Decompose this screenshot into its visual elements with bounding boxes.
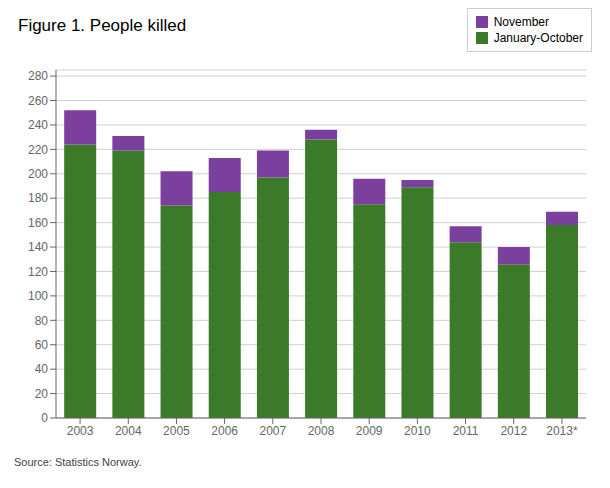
svg-text:2003: 2003 [67, 424, 94, 438]
svg-text:280: 280 [28, 69, 48, 83]
html-text:January-October: January-October [493, 31, 583, 45]
svg-text:2012: 2012 [500, 424, 527, 438]
svg-text:220: 220 [28, 143, 48, 157]
svg-text:2004: 2004 [115, 424, 142, 438]
svg-text:40: 40 [35, 362, 49, 376]
svg-text:140: 140 [28, 240, 48, 254]
svg-text:2011: 2011 [453, 424, 479, 438]
svg-text:2005: 2005 [163, 424, 190, 438]
svg-text:240: 240 [28, 118, 48, 132]
svg-text:160: 160 [28, 216, 48, 230]
svg-text:0: 0 [41, 411, 48, 425]
svg-text:2007: 2007 [259, 424, 286, 438]
svg-text:2006: 2006 [211, 424, 238, 438]
svg-text:2009: 2009 [356, 424, 383, 438]
svg-text:2010: 2010 [404, 424, 431, 438]
svg-text:200: 200 [28, 167, 48, 181]
svg-text:20: 20 [35, 387, 49, 401]
svg-text:180: 180 [28, 191, 48, 205]
html-text:Figure 1. People killed: Figure 1. People killed [18, 16, 187, 35]
svg-text:2013*: 2013* [546, 424, 578, 438]
html-text:Source: Statistics Norway.: Source: Statistics Norway. [14, 456, 142, 468]
svg-text:2008: 2008 [308, 424, 335, 438]
svg-text:100: 100 [28, 289, 48, 303]
svg-text:260: 260 [28, 94, 48, 108]
svg-text:60: 60 [35, 338, 49, 352]
html-text:November: November [493, 15, 549, 29]
svg-text:120: 120 [28, 265, 48, 279]
svg-text:80: 80 [35, 314, 49, 328]
